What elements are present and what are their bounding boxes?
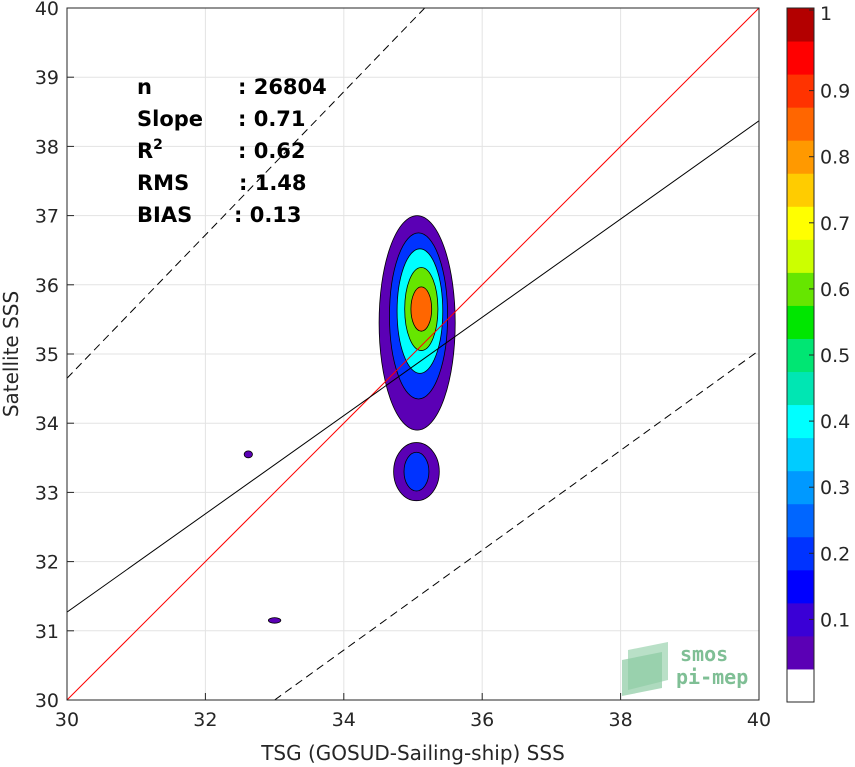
colorbar-segment: [787, 305, 814, 339]
stat-superscript: 2: [153, 137, 163, 153]
y-tick-label: 32: [35, 552, 59, 574]
x-tick-label: 34: [332, 709, 356, 731]
x-tick-label: 30: [55, 709, 79, 731]
colorbar-segment: [787, 371, 814, 406]
density-contour: [410, 286, 433, 332]
x-tick-label: 38: [609, 709, 633, 731]
colorbar-segment: [787, 503, 814, 538]
density-contour: [267, 617, 282, 624]
y-tick-label: 36: [35, 275, 59, 297]
logo-text-line2: pi-mep: [676, 665, 748, 689]
x-axis-label: TSG (GOSUD-Sailing-ship) SSS: [260, 741, 565, 765]
logo-wave-icon: [622, 642, 668, 696]
upper-bound-line: [67, 8, 426, 379]
colorbar-tick-label: 0.1: [820, 609, 850, 631]
y-ticks: 30 31 32 33 34 35 36 37 38 39 40: [35, 0, 74, 712]
y-tick-label: 31: [35, 621, 59, 643]
colorbar-tick-label: 0.2: [820, 543, 850, 565]
stat-name: BIAS: [137, 203, 192, 227]
colorbar-tick-label: 0.7: [820, 213, 850, 235]
colorbar-tick-label: 0.4: [820, 411, 850, 433]
x-ticks: 30 32 34 36 38 40: [55, 693, 771, 731]
stat-value: : 1.48: [239, 171, 307, 195]
x-tick-label: 40: [747, 709, 771, 731]
stat-value: : 26804: [238, 75, 327, 99]
colorbar-segment: [787, 107, 814, 141]
y-tick-label: 37: [35, 206, 59, 228]
stats-panel: n : 26804 Slope : 0.71 R2 : 0.62 RMS : 1.48 BIAS…: [137, 75, 327, 227]
colorbar-tick-label: 1: [820, 3, 832, 25]
colorbar-tick-label: 0.8: [820, 147, 850, 169]
stat-name-text: n: [137, 75, 152, 99]
colorbar-segment: [787, 239, 814, 273]
colorbar-segment: [787, 668, 814, 703]
stat-name-text: R: [137, 139, 153, 163]
y-tick-label: 38: [35, 136, 59, 158]
colorbar-tick-label: 0.3: [820, 477, 850, 499]
stat-name: n: [137, 75, 152, 99]
y-tick-label: 40: [35, 0, 59, 20]
colorbar-segment: [787, 635, 814, 670]
y-tick-label: 39: [35, 67, 59, 89]
regression-line: [67, 120, 759, 613]
colorbar-segment: [787, 8, 814, 42]
smos-pi-mep-logo: smos pi-mep: [622, 642, 748, 696]
x-tick-label: 32: [193, 709, 217, 731]
y-axis-label: Satellite SSS: [0, 291, 23, 417]
colorbar-ticks: 0.1 0.2 0.3 0.4 0.5 0.6 0.7 0.8 0.9 1: [809, 3, 850, 631]
y-tick-label: 34: [35, 413, 59, 435]
y-tick-label: 35: [35, 344, 59, 366]
stat-name-text: RMS: [137, 171, 189, 195]
colorbar-tick-label: 0.9: [820, 81, 850, 103]
stat-name: RMS: [137, 171, 189, 195]
density-contour: [243, 450, 253, 459]
colorbar-segment: [787, 41, 814, 75]
stat-value: : 0.62: [238, 139, 306, 163]
colorbar-tick-label: 0.6: [820, 279, 850, 301]
identity-line: [67, 8, 759, 700]
stat-value: : 0.71: [238, 107, 306, 131]
colorbar-segment: [787, 569, 814, 604]
x-tick-label: 36: [470, 709, 494, 731]
logo-text-line1: smos: [680, 642, 728, 666]
y-tick-label: 33: [35, 482, 59, 504]
stat-name: R2: [137, 137, 163, 163]
stat-name-text: BIAS: [137, 203, 192, 227]
colorbar-segment: [787, 173, 814, 207]
colorbar-segment: [787, 437, 814, 472]
stat-value: : 0.13: [234, 203, 302, 227]
colorbar-tick-label: 0.5: [820, 345, 850, 367]
fit-lines: [67, 8, 759, 700]
stat-name: Slope: [137, 107, 203, 131]
lower-bound-line: [274, 350, 759, 700]
y-tick-label: 30: [35, 690, 59, 712]
density-contour: [403, 451, 430, 492]
stat-name-text: Slope: [137, 107, 203, 131]
